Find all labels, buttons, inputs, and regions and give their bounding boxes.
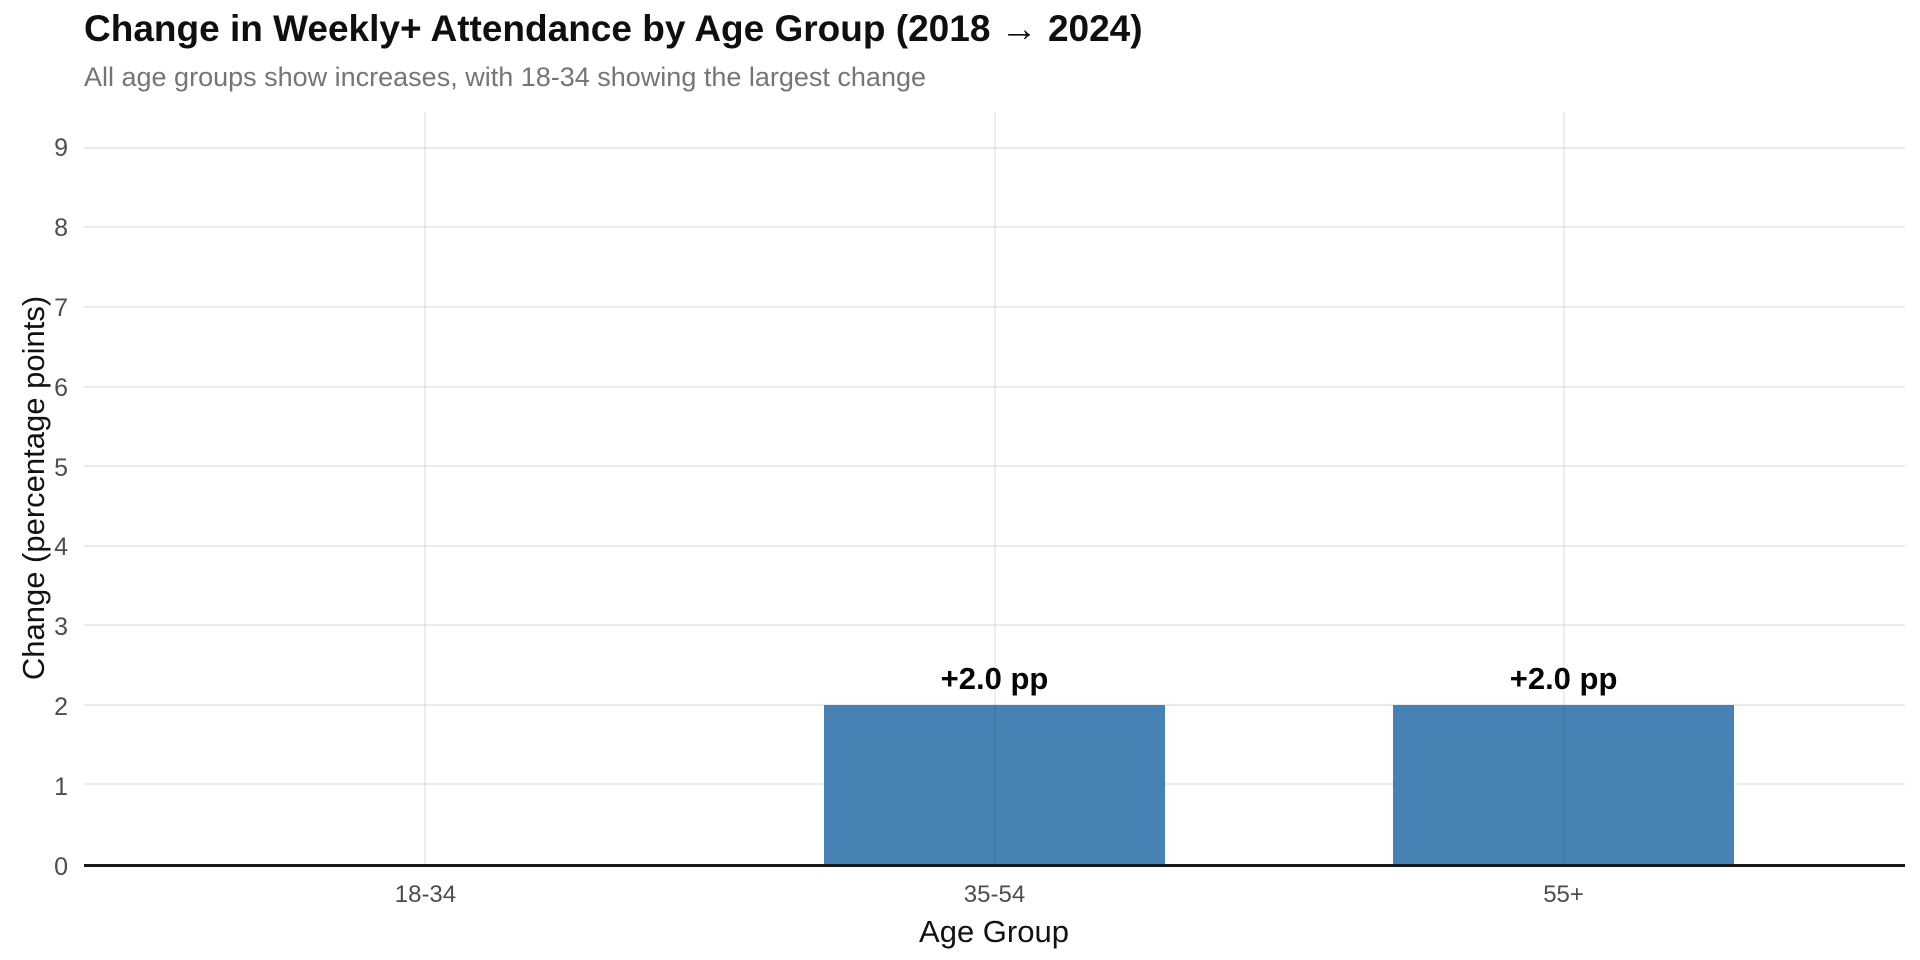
- x-tick-label: 18-34: [394, 881, 457, 908]
- bar-55+: [1392, 704, 1735, 864]
- y-tick-label: 2: [54, 693, 68, 722]
- x-tick-label: 55+: [1543, 881, 1584, 908]
- y-tick-label: 9: [54, 133, 68, 162]
- x-gridline: [993, 112, 996, 864]
- x-axis-title: Age Group: [919, 914, 1069, 949]
- bar-35-54: [823, 704, 1166, 864]
- y-tick-label: 1: [54, 773, 68, 802]
- chart-title: Change in Weekly+ Attendance by Age Grou…: [84, 8, 1143, 49]
- y-tick-label: 4: [54, 533, 68, 562]
- bar-value-label: +2.0 pp: [1509, 660, 1618, 696]
- y-tick-label: 8: [54, 213, 68, 242]
- bar-value-label: +2.0 pp: [940, 660, 1049, 696]
- y-gridline: [84, 624, 1905, 627]
- y-gridline: [84, 385, 1905, 388]
- y-gridline: [84, 146, 1905, 149]
- x-gridline: [424, 112, 427, 864]
- x-tick-label: 35-54: [963, 881, 1026, 908]
- y-gridline: [84, 544, 1905, 547]
- chart-subtitle: All age groups show increases, with 18-3…: [84, 62, 926, 92]
- x-gridline: [1562, 112, 1565, 864]
- y-gridline: [84, 703, 1905, 706]
- y-tick-label: 6: [54, 373, 68, 402]
- y-gridline: [84, 465, 1905, 468]
- y-tick-label: 7: [54, 293, 68, 322]
- y-tick-label: 5: [54, 453, 68, 482]
- y-gridline: [84, 226, 1905, 229]
- y-tick-label: 0: [54, 853, 68, 881]
- y-gridline: [84, 305, 1905, 308]
- y-tick-label: 3: [54, 613, 68, 642]
- plot-panel: 18-34 +2.0 pp 35-54 +2.0 pp 55+: [84, 112, 1905, 908]
